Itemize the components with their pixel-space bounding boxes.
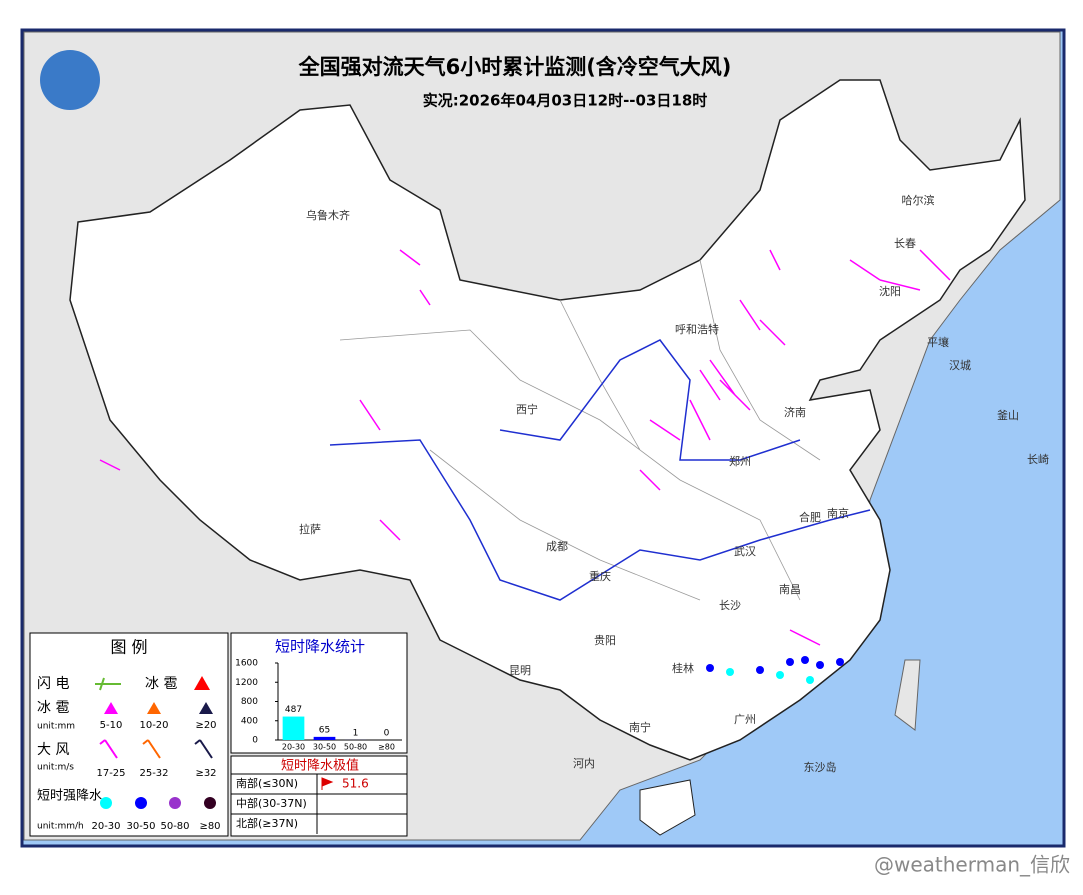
- legend-class: 17-25: [96, 768, 125, 779]
- x-tick-label: ≥80: [378, 743, 395, 752]
- stats-title: 短时降水统计: [275, 638, 365, 656]
- city-label: 长崎: [1027, 452, 1049, 466]
- city-label: 重庆: [589, 569, 611, 583]
- lightning-symbol: [95, 677, 121, 691]
- city-label: 平壤: [927, 335, 949, 349]
- city-label: 哈尔滨: [902, 193, 935, 207]
- value-label: 487: [285, 705, 302, 715]
- city-label: 拉萨: [299, 522, 321, 536]
- x-tick-label: 20-30: [282, 743, 305, 752]
- city-label: 成都: [546, 540, 568, 553]
- land-china: [69, 79, 1026, 761]
- city-label: 汉城: [949, 359, 971, 372]
- hainan: [639, 779, 696, 836]
- city-label: 南宁: [629, 720, 651, 734]
- title: 全国强对流天气6小时累计监测(含冷空气大风): [298, 55, 732, 79]
- wind-class-symbol: [99, 739, 118, 759]
- legend-class: 5-10: [100, 720, 123, 731]
- value-label: 1: [353, 728, 359, 738]
- legend-unit: unit:mm/h: [37, 822, 84, 832]
- y-tick-label: 1600: [235, 659, 258, 669]
- region: 中部(30-37N): [236, 796, 307, 810]
- stats-panel: [230, 632, 408, 754]
- y-tick-label: 800: [241, 697, 258, 707]
- y-tick-label: 400: [241, 716, 258, 726]
- wind-class-symbol: [194, 739, 213, 759]
- legend-class: ≥80: [199, 821, 220, 832]
- city-label: 广州: [734, 713, 756, 726]
- extreme-value: 51.6: [342, 777, 369, 791]
- city-label: 东沙岛: [804, 760, 837, 774]
- legend-unit: unit:mm: [37, 722, 75, 732]
- hail-symbol: [194, 676, 210, 690]
- rain-class-symbol: [204, 797, 216, 809]
- rain-dots: [706, 656, 844, 684]
- value-label: 65: [319, 725, 330, 735]
- bar: [313, 736, 336, 740]
- wind-class-symbol: [142, 739, 161, 759]
- city-label: 济南: [784, 405, 806, 419]
- value-label: 0: [384, 729, 390, 739]
- city-label: 南京: [827, 506, 849, 520]
- rain-class-symbol: [169, 797, 181, 809]
- city-label: 河内: [573, 756, 595, 770]
- rain-class-symbol: [135, 797, 147, 809]
- rivers: [329, 339, 871, 601]
- hail-class-symbol: [147, 702, 161, 714]
- legend-label: 冰 雹: [145, 676, 177, 692]
- y-tick-label: 1200: [235, 678, 258, 688]
- x-tick-label: 30-50: [313, 743, 336, 752]
- region: 北部(≥37N): [236, 816, 298, 830]
- flag: [321, 777, 334, 790]
- rain-class-symbol: [100, 797, 112, 809]
- legend-unit: unit:m/s: [37, 763, 74, 773]
- legend-label: 短时强降水: [37, 789, 102, 804]
- legend-label: 大 风: [37, 742, 69, 758]
- legend-panel: [29, 632, 229, 837]
- legend-class: 25-32: [139, 768, 168, 779]
- wind-marks: [99, 249, 951, 646]
- city-label: 郑州: [729, 454, 751, 468]
- bar: [282, 716, 305, 740]
- taiwan: [894, 659, 921, 731]
- legend-class: 50-80: [160, 821, 189, 832]
- city-label: 武汉: [734, 545, 756, 558]
- legend-label: 闪 电: [37, 676, 69, 692]
- legend-title: 图 例: [110, 638, 147, 657]
- city-label: 桂林: [672, 661, 694, 675]
- legend-class: 20-30: [91, 821, 120, 832]
- legend-class: 30-50: [126, 821, 155, 832]
- subtitle: 实况:2026年04月03日12时--03日18时: [423, 92, 708, 110]
- city-label: 釜山: [997, 408, 1019, 422]
- legend-class: ≥20: [195, 720, 216, 731]
- extremes-title: 短时降水极值: [281, 758, 359, 774]
- legend-class: 10-20: [139, 720, 168, 731]
- city-label: 昆明: [509, 664, 531, 677]
- y-tick-label: 0: [252, 736, 258, 746]
- city-label: 长沙: [719, 599, 741, 612]
- legend-class: ≥32: [195, 768, 216, 779]
- city-label: 合肥: [799, 510, 821, 524]
- region: 南部(≤30N): [236, 776, 298, 790]
- city-label: 乌鲁木齐: [306, 208, 350, 222]
- logo: [40, 50, 100, 110]
- hail-class-symbol: [104, 702, 118, 714]
- city-label: 呼和浩特: [675, 322, 719, 336]
- city-label: 沈阳: [879, 284, 901, 298]
- hail-class-symbol: [199, 702, 213, 714]
- extremes-panel: [230, 755, 408, 837]
- provinces: [339, 259, 821, 601]
- city-label: 南昌: [779, 583, 801, 596]
- x-tick-label: 50-80: [344, 743, 367, 752]
- city-label: 贵阳: [594, 634, 616, 647]
- legend-label: 冰 雹: [37, 700, 69, 716]
- city-label: 长春: [894, 237, 916, 250]
- city-label: 西宁: [516, 402, 538, 416]
- watermark: @weatherman_信欣: [874, 853, 1070, 877]
